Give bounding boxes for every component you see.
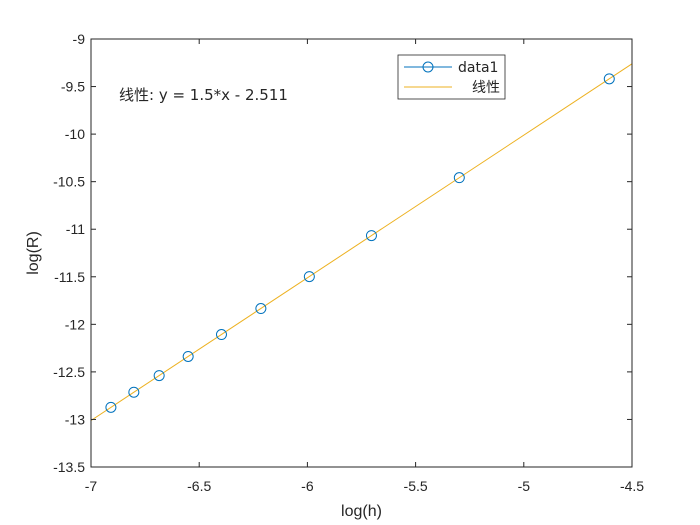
data1-point [153, 370, 165, 382]
y-tick-label: -10 [65, 126, 85, 142]
y-tick-label: -12.5 [53, 364, 85, 380]
x-tick-label: -5 [518, 478, 531, 494]
data1-point [365, 230, 377, 242]
x-tick-label: -7 [85, 478, 98, 494]
y-axis-label: log(R) [25, 231, 42, 275]
y-tick-label: -12 [65, 316, 85, 332]
data1-point [303, 271, 315, 283]
marker-layer [105, 73, 615, 413]
x-tick-label: -6.5 [187, 478, 211, 494]
data1-point [182, 350, 194, 362]
x-axis-label: log(h) [341, 503, 382, 520]
legend-box [397, 54, 506, 100]
fit-line [90, 63, 633, 421]
y-tick-label: -11 [66, 221, 85, 237]
y-tick-label: -9 [73, 31, 86, 47]
fit-line-layer [90, 63, 633, 421]
legend-data1-marker [422, 61, 434, 73]
data1-point [453, 172, 465, 184]
x-tick-label: -6 [301, 478, 314, 494]
legend: data1 线性 [397, 54, 506, 100]
legend-fit-label: 线性 [472, 80, 500, 96]
x-tick-label: -4.5 [620, 478, 644, 494]
y-tick-label: -10.5 [53, 174, 85, 190]
fit-annotation: 线性: y = 1.5*x - 2.511 [119, 86, 288, 104]
y-tick-label: -13.5 [53, 459, 85, 475]
data1-point [255, 303, 267, 315]
y-tick-label: -9.5 [61, 79, 85, 95]
plot-box [90, 38, 633, 468]
y-tick-label: -11.5 [54, 269, 85, 285]
data1-point [603, 73, 615, 85]
x-tick-label: -5.5 [404, 478, 428, 494]
data1-point [128, 386, 140, 398]
data1-point [105, 401, 117, 413]
y-tick-label: -13 [65, 411, 85, 427]
plot-background [91, 39, 632, 467]
tick-layer: -7 -6.5 -6 -5.5 -5 -4.5 -9 -9.5 -10 -10.5 -11 -11.5… [53, 31, 644, 494]
data1-point [215, 329, 227, 341]
legend-data1-label: data1 [458, 60, 498, 76]
